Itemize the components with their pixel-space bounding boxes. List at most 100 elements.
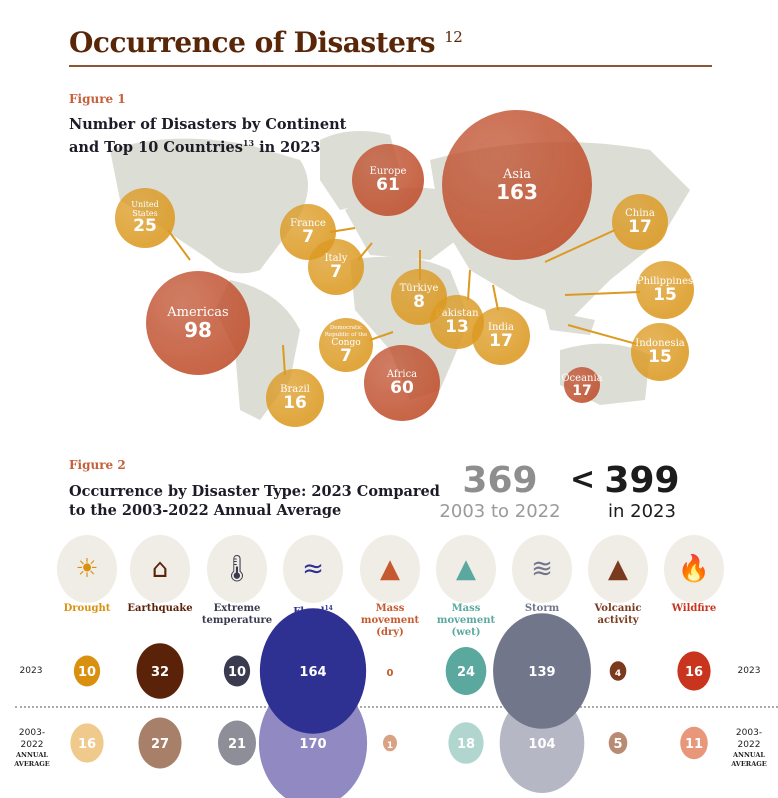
bubble-value: 0 <box>387 668 394 679</box>
type-label: Earthquake <box>127 603 193 614</box>
bubble-value: 27 <box>151 737 169 752</box>
bubble-average-2 <box>217 720 257 766</box>
mass-movement-wet-icon: ▲ <box>436 535 496 603</box>
bubble-2023-1 <box>136 643 184 699</box>
figure2-label: Figure 2 <box>69 458 126 472</box>
mass-movement-dry-icon: ▲ <box>360 535 420 603</box>
earthquake-icon: ⌂ <box>130 535 190 603</box>
country-bubble: United States 25 <box>115 188 175 248</box>
bubble-value: 10 <box>78 665 96 680</box>
wildfire-icon: 🔥 <box>664 535 724 603</box>
type-label: Mass movement (dry) <box>360 603 420 638</box>
type-label: Wildfire <box>671 603 717 614</box>
bubble-average-7 <box>608 732 628 754</box>
bubble-label: France <box>290 218 326 229</box>
comparator: < <box>570 462 596 497</box>
bubble-average-0 <box>70 723 104 763</box>
bubble-label: Democratic Republic of the Congo <box>324 324 368 348</box>
continent-bubble: Africa 60 <box>364 345 440 421</box>
bubble-value: 16 <box>685 665 703 680</box>
bubble-label: Oceania <box>561 372 603 384</box>
bubble-value: 21 <box>228 737 246 752</box>
north-america-shape <box>110 138 308 274</box>
page-title: Occurrence of Disasters 12 <box>69 26 463 59</box>
bubble-value: 163 <box>496 180 538 205</box>
figure2-title: Occurrence by Disaster Type: 2023 Compar… <box>69 483 440 519</box>
bubble-label: Indonesia <box>635 338 685 349</box>
bubble-label: Asia <box>503 166 531 182</box>
bubble-2023-6 <box>493 613 591 729</box>
thermometer-icon: 🌡 <box>207 535 267 603</box>
row-divider <box>15 706 778 708</box>
bubble-value: 164 <box>299 665 326 680</box>
bubble-2023-5 <box>445 647 487 695</box>
bubble-value: 7 <box>330 262 342 282</box>
country-bubble: Indonesia 15 <box>631 323 689 381</box>
bubble-value: 98 <box>184 318 212 343</box>
bubble-label: Pakistan <box>435 308 479 319</box>
bubble-value: 7 <box>340 346 352 367</box>
bubble-label: Türkiye <box>399 283 439 294</box>
bubble-value: 1 <box>387 741 393 751</box>
bubble-value: 104 <box>528 737 555 752</box>
bubble-2023-7 <box>609 661 627 681</box>
flood-icon: ≈ <box>283 535 343 603</box>
world-map <box>110 131 690 420</box>
bubble-value: 4 <box>615 669 621 679</box>
type-label: Drought <box>63 603 111 614</box>
bubble-2023-8 <box>677 651 711 691</box>
type-label: Extreme temperature <box>201 603 273 626</box>
country-bubble: Brazil 16 <box>266 369 324 427</box>
bubble-average-1 <box>138 717 182 769</box>
bubble-value: 139 <box>528 665 555 680</box>
continent-bubble: Europe 61 <box>352 144 424 216</box>
bubble-value: 24 <box>457 665 475 680</box>
type-label: Storm <box>524 603 560 614</box>
total-2023: 399 in 2023 <box>604 460 680 522</box>
bubble-value: 7 <box>302 227 314 247</box>
bubble-value: 5 <box>613 737 622 752</box>
bubble-value: 15 <box>653 285 677 305</box>
figure1-label: Figure 1 <box>69 92 126 106</box>
bubble-average-5 <box>448 722 484 764</box>
bubble-value: 15 <box>648 347 672 367</box>
figure1-title: Number of Disasters by Continent and Top … <box>69 116 347 156</box>
bubble-value: 17 <box>489 331 513 351</box>
country-bubble: Philippines 15 <box>636 261 694 319</box>
bubble-label: China <box>625 208 655 219</box>
country-bubble: Italy 7 <box>308 239 364 295</box>
bubble-label: Italy <box>324 253 348 264</box>
row-label-2023-right: 2023 <box>737 666 761 676</box>
country-bubble: China 17 <box>612 194 668 250</box>
bubble-label: India <box>488 322 514 333</box>
bubble-value: 17 <box>572 382 592 399</box>
type-label: Mass movement (wet) <box>436 603 496 638</box>
total-average: 369 2003 to 2022 <box>439 460 561 522</box>
bubble-average-8 <box>680 726 708 760</box>
country-bubble: Türkiye 8 <box>391 269 447 325</box>
bubble-value: 16 <box>283 393 307 413</box>
row-label-2023: 2023 <box>19 666 43 676</box>
continent-bubble: Americas 98 <box>146 271 250 375</box>
bubble-value: 25 <box>133 216 157 237</box>
bubble-value: 32 <box>151 665 169 680</box>
storm-icon: ≋ <box>512 535 572 603</box>
type-bubble-chart: 16 27 21 170 1 18 104 5 11 10 32 10 164 0 24 139 4 16 <box>70 608 711 798</box>
bubble-value: 8 <box>413 292 425 312</box>
bubble-value: 61 <box>376 175 400 195</box>
row-label-average: 2003- 2022 ANNUAL AVERAGE <box>14 728 50 768</box>
bubble-label: United States <box>131 199 159 218</box>
continent-bubble: Oceania 17 <box>561 367 603 403</box>
bubble-value: 18 <box>457 737 475 752</box>
country-bubble: Democratic Republic of the Congo 7 <box>319 318 373 372</box>
bubble-2023-2 <box>223 655 251 687</box>
bubble-label: Europe <box>369 166 407 177</box>
bubble-value: 13 <box>445 317 469 337</box>
drought-icon: ☀ <box>57 535 117 603</box>
bubble-value: 170 <box>299 737 326 752</box>
volcano-icon: ▲ <box>588 535 648 603</box>
bubble-value: 60 <box>390 378 414 398</box>
bubble-label: Africa <box>386 369 418 380</box>
row-label-average-right: 2003- 2022 ANNUAL AVERAGE <box>731 728 767 768</box>
bubble-value: 17 <box>628 217 652 237</box>
